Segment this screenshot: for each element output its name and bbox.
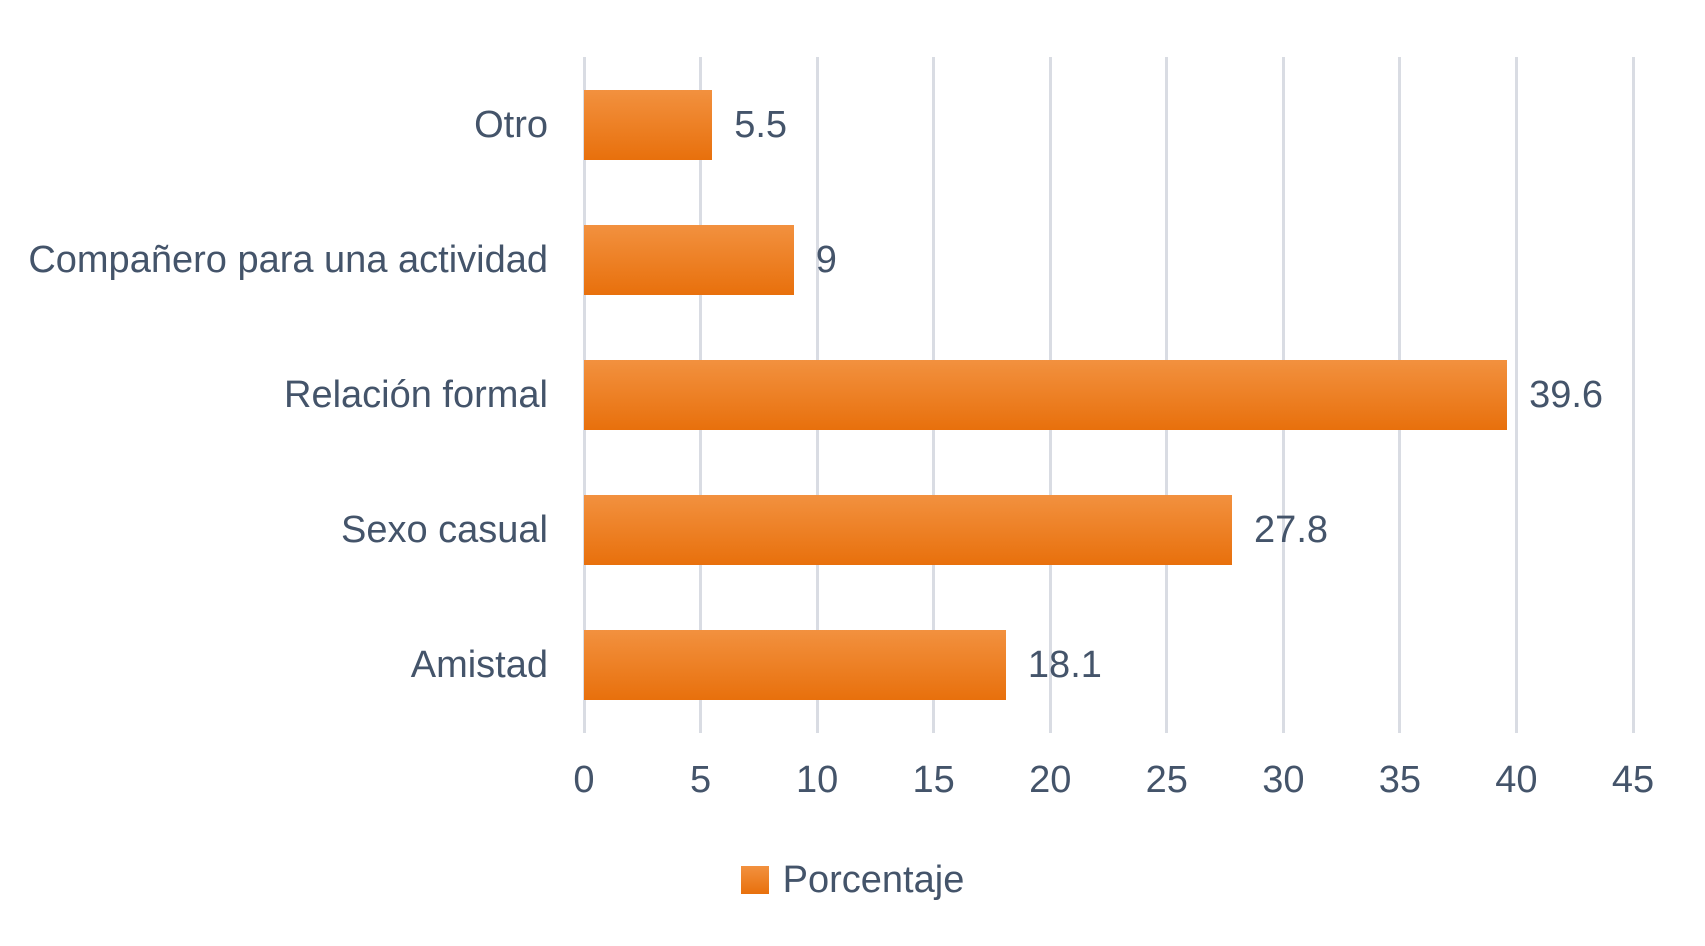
x-axis-tick-label-25: 25 bbox=[1145, 759, 1188, 801]
x-axis-tick-label-15: 15 bbox=[912, 759, 955, 801]
gridline-45 bbox=[1631, 57, 1635, 733]
legend: Porcentaje bbox=[0, 854, 1705, 906]
x-axis-tick-label-35: 35 bbox=[1378, 759, 1422, 801]
x-axis-tick-label-40: 40 bbox=[1495, 759, 1538, 801]
category-label-sexo-casual: Sexo casual bbox=[340, 509, 548, 552]
category-label-amistad: Amistad bbox=[410, 644, 548, 687]
plot-area bbox=[582, 57, 1635, 733]
value-label-relacion-formal: 39.6 bbox=[1529, 374, 1604, 416]
category-label-companero-para-una-actividad: Compañero para una actividad bbox=[28, 238, 548, 281]
value-label-sexo-casual: 27.8 bbox=[1254, 509, 1329, 552]
category-label-otro: Otro bbox=[474, 103, 548, 146]
bar-amistad bbox=[584, 630, 1006, 701]
x-axis-tick-label-30: 30 bbox=[1262, 759, 1305, 801]
bar-sexo-casual bbox=[584, 495, 1233, 566]
category-label-relacion-formal: Relación formal bbox=[284, 374, 548, 416]
x-axis-tick-label-0: 0 bbox=[573, 759, 595, 801]
value-label-amistad: 18.1 bbox=[1027, 644, 1102, 687]
x-axis-tick-label-20: 20 bbox=[1029, 759, 1072, 801]
bar-companero-para-una-actividad bbox=[584, 224, 794, 295]
bar-otro bbox=[584, 89, 713, 160]
x-axis-tick-label-10: 10 bbox=[795, 759, 839, 801]
legend-swatch-icon bbox=[740, 866, 769, 894]
legend-label: Porcentaje bbox=[782, 858, 965, 901]
x-axis-tick-label-45: 45 bbox=[1611, 759, 1655, 801]
value-label-otro: 5.5 bbox=[734, 103, 788, 146]
gridline-40 bbox=[1514, 57, 1518, 733]
bar-relacion-formal bbox=[584, 360, 1508, 430]
value-label-companero-para-una-actividad: 9 bbox=[815, 238, 837, 281]
x-axis-tick-label-5: 5 bbox=[689, 759, 712, 801]
